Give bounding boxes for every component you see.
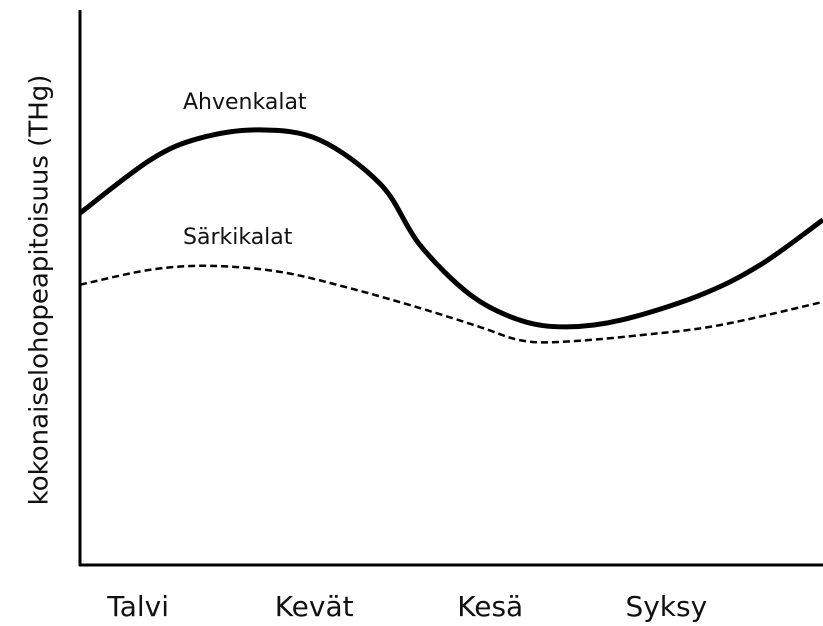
series-label: Särkikalat (183, 225, 293, 250)
series-label: Ahvenkalat (183, 90, 307, 115)
series-line (79, 264, 823, 344)
x-tick-label: Kesä (457, 590, 523, 623)
series-line (78, 127, 823, 330)
y-axis-label: kokonaiselohopeapitoisuus (THg) (25, 75, 55, 506)
x-tick-label: Kevät (275, 590, 354, 623)
x-tick-label: Talvi (106, 590, 169, 623)
x-tick-label: Syksy (625, 590, 707, 623)
